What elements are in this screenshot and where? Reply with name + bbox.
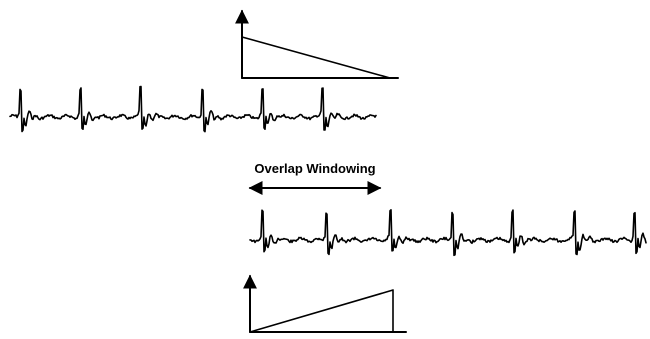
increasing-window-plot — [243, 274, 407, 333]
overlap-windowing-label: Overlap Windowing — [254, 161, 376, 176]
lower-signal-waveform — [249, 209, 647, 257]
decreasing-ramp-line — [241, 36, 391, 79]
decreasing-window-plot — [235, 9, 399, 79]
increasing-ramp-line — [249, 289, 394, 333]
upper-signal-waveform — [9, 85, 377, 133]
